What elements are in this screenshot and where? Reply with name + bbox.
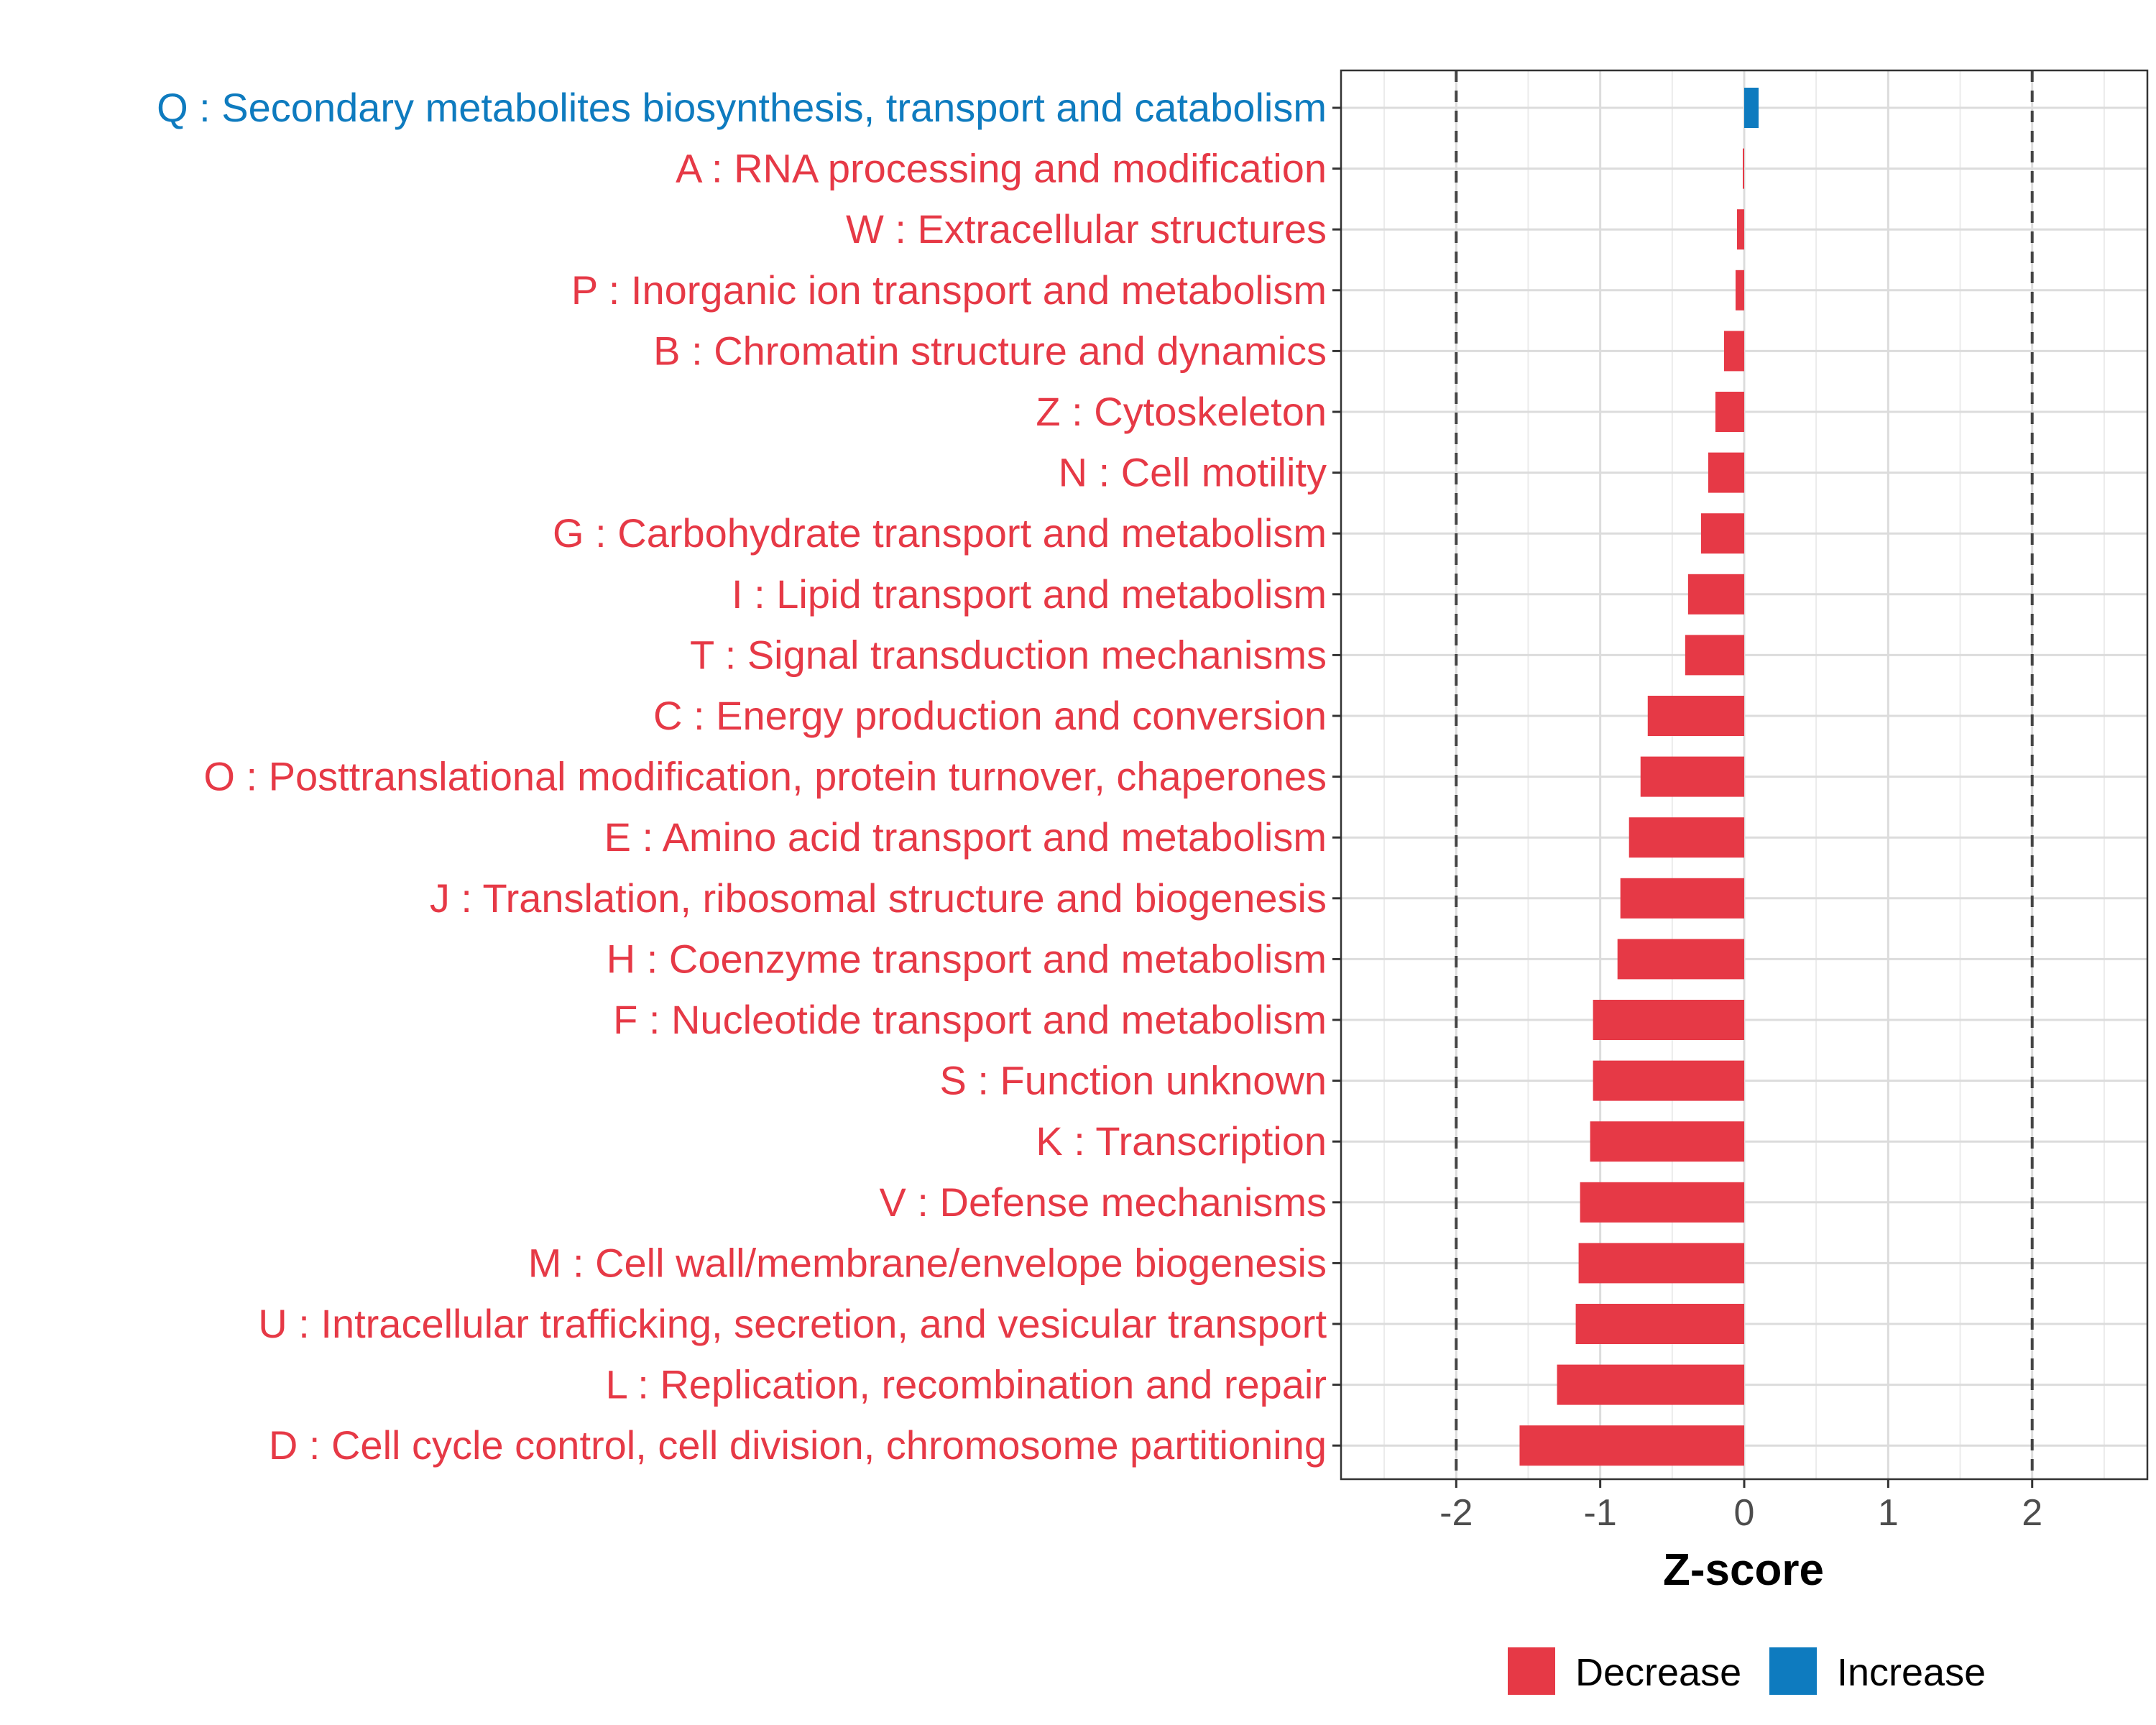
bar	[1735, 270, 1744, 310]
x-tick-label: -1	[1584, 1492, 1617, 1534]
bar	[1687, 574, 1744, 615]
bar	[1628, 817, 1744, 858]
category-label: N : Cell motility	[1059, 450, 1327, 495]
bar	[1715, 392, 1744, 432]
category-label: Z : Cytoskeleton	[1036, 389, 1327, 434]
category-label: F : Nucleotide transport and metabolism	[613, 997, 1327, 1042]
category-label: I : Lipid transport and metabolism	[732, 571, 1327, 617]
bar	[1708, 452, 1744, 493]
category-label: G : Carbohydrate transport and metabolis…	[553, 510, 1327, 556]
bar	[1557, 1364, 1744, 1405]
category-label: T : Signal transduction mechanisms	[690, 632, 1327, 677]
category-label: C : Energy production and conversion	[653, 693, 1327, 738]
bar	[1617, 939, 1744, 980]
x-tick-label: 0	[1734, 1492, 1755, 1534]
category-label: K : Transcription	[1036, 1118, 1327, 1164]
bar	[1620, 878, 1744, 919]
bars	[1519, 88, 1759, 1466]
bar	[1578, 1243, 1744, 1284]
x-axis-title: Z-score	[1663, 1545, 1824, 1595]
legend-key	[1508, 1647, 1555, 1695]
x-tick-label: 1	[1878, 1492, 1899, 1534]
legend-label: Decrease	[1575, 1651, 1741, 1694]
category-label: J : Translation, ribosomal structure and…	[430, 875, 1327, 921]
bar	[1593, 1000, 1744, 1040]
legend-key	[1769, 1647, 1817, 1695]
category-label: W : Extracellular structures	[846, 206, 1327, 252]
bar	[1519, 1425, 1744, 1466]
bar	[1590, 1121, 1744, 1162]
category-label: H : Coenzyme transport and metabolism	[607, 936, 1327, 981]
bar	[1723, 331, 1744, 372]
category-label: P : Inorganic ion transport and metaboli…	[571, 267, 1327, 313]
bar	[1575, 1304, 1744, 1344]
legend: Decrease Increase	[1508, 1647, 1986, 1695]
y-axis: Q : Secondary metabolites biosynthesis, …	[157, 85, 1341, 1468]
bar	[1744, 88, 1759, 128]
category-label: O : Posttranslational modification, prot…	[203, 754, 1327, 799]
category-label: L : Replication, recombination and repai…	[606, 1362, 1327, 1407]
bar	[1736, 209, 1744, 250]
bar	[1647, 696, 1744, 736]
bar	[1580, 1182, 1744, 1223]
legend-label: Increase	[1837, 1651, 1986, 1694]
category-label: B : Chromatin structure and dynamics	[653, 328, 1327, 373]
category-label: E : Amino acid transport and metabolism	[604, 814, 1327, 860]
bar	[1593, 1060, 1744, 1101]
category-label: U : Intracellular trafficking, secretion…	[258, 1301, 1327, 1346]
x-tick-label: -2	[1439, 1492, 1473, 1534]
category-label: S : Function unknown	[939, 1058, 1327, 1103]
bar	[1700, 513, 1744, 554]
bar	[1640, 756, 1744, 797]
bar	[1742, 148, 1744, 189]
category-label: Q : Secondary metabolites biosynthesis, …	[157, 85, 1327, 130]
bar	[1685, 635, 1744, 676]
x-axis: -2 -1 0 1 2	[1439, 1479, 2042, 1534]
category-label: A : RNA processing and modification	[676, 146, 1327, 191]
category-label: D : Cell cycle control, cell division, c…	[269, 1422, 1327, 1468]
reference-lines	[1455, 70, 2034, 1479]
x-tick-label: 2	[2022, 1492, 2042, 1534]
category-label: V : Defense mechanisms	[880, 1179, 1327, 1225]
category-label: M : Cell wall/membrane/envelope biogenes…	[528, 1240, 1327, 1285]
